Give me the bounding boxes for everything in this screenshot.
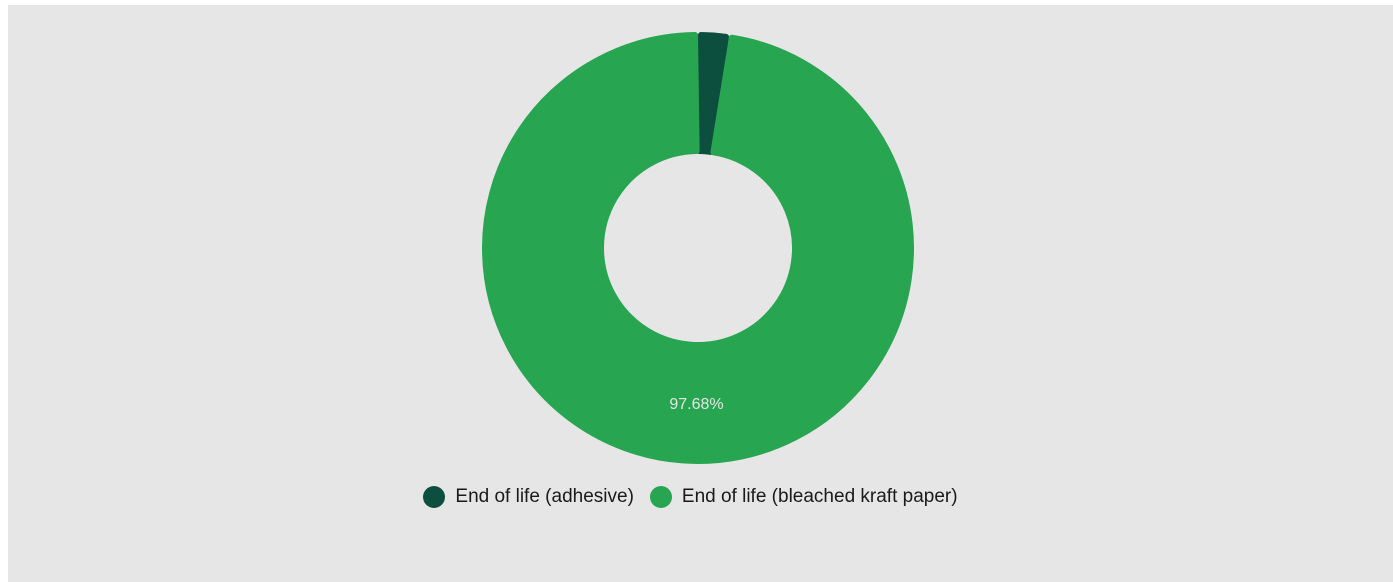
legend-label-bleached-kraft-paper: End of life (bleached kraft paper)	[681, 486, 958, 507]
legend-swatch-adhesive	[423, 486, 446, 508]
donut-slice-1[interactable]	[482, 32, 914, 464]
chart-legend: End of life (adhesive) End of life (blea…	[0, 486, 1387, 508]
legend-item-bleached-kraft-paper[interactable]: End of life (bleached kraft paper)	[649, 486, 958, 508]
slice-value-label-1: 97.68%	[669, 396, 723, 413]
donut-slices	[482, 32, 914, 464]
legend-swatch-bleached-kraft-paper	[649, 486, 672, 508]
legend-label-adhesive: End of life (adhesive)	[455, 486, 634, 507]
donut-labels: 97.68%	[669, 396, 723, 413]
legend-item-adhesive[interactable]: End of life (adhesive)	[423, 486, 634, 508]
